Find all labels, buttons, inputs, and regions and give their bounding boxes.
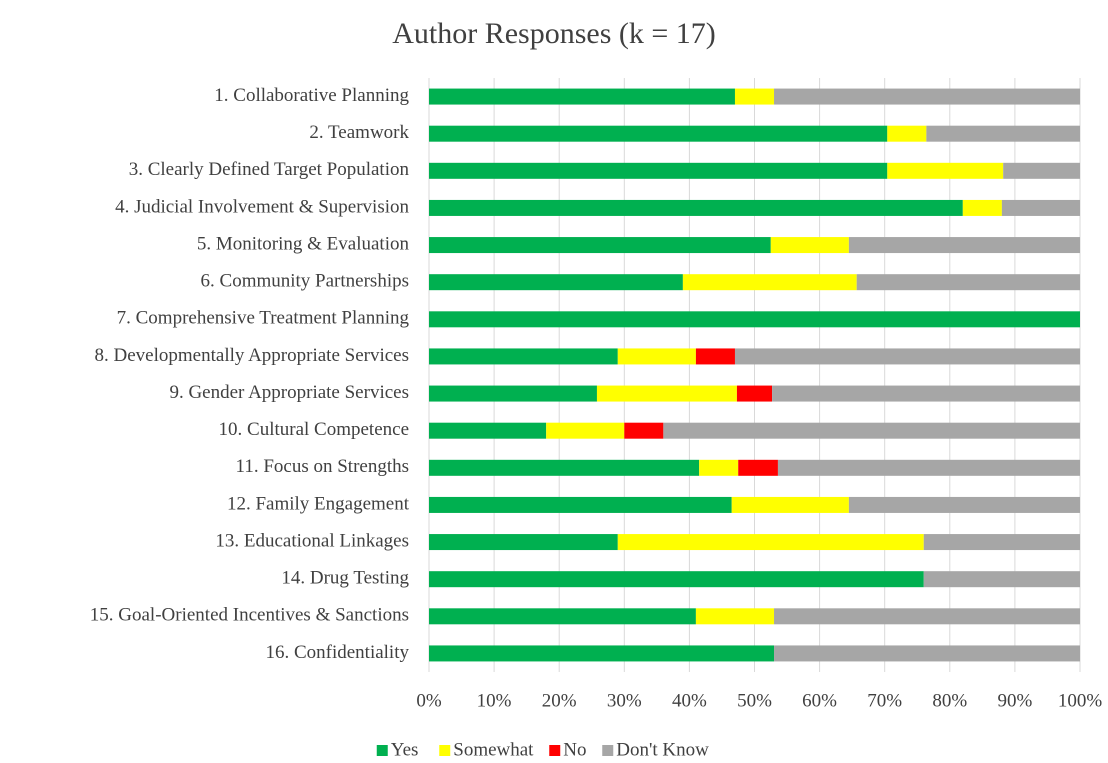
x-tick-label: 50% bbox=[737, 690, 772, 711]
x-tick-label: 20% bbox=[542, 690, 577, 711]
bar-segment bbox=[774, 645, 1080, 662]
bar-segment bbox=[429, 125, 888, 142]
legend-label: No bbox=[563, 739, 586, 760]
legend-swatch bbox=[439, 745, 451, 756]
x-tick-label: 60% bbox=[802, 690, 837, 711]
y-tick-label: 13. Educational Linkages bbox=[215, 530, 409, 551]
y-tick-label: 14. Drug Testing bbox=[281, 568, 409, 589]
y-tick-label: 6. Community Partnerships bbox=[201, 271, 409, 292]
bar-segment bbox=[624, 422, 664, 439]
x-tick-label: 70% bbox=[867, 690, 902, 711]
bar-segment bbox=[429, 199, 963, 216]
bar-segment bbox=[429, 496, 732, 513]
bar-segment bbox=[923, 534, 1080, 551]
bar-segment bbox=[429, 348, 618, 365]
bar-segment bbox=[617, 348, 696, 365]
bar-segment bbox=[429, 608, 696, 625]
bar-segment bbox=[429, 311, 1080, 328]
legend-swatch bbox=[549, 745, 561, 756]
bar-segment bbox=[682, 274, 857, 291]
bar-segment bbox=[856, 274, 1080, 291]
legend-label: Somewhat bbox=[453, 739, 534, 760]
bar-segment bbox=[738, 459, 778, 476]
bar-segment bbox=[429, 534, 618, 551]
bar-segment bbox=[429, 88, 735, 105]
bar-segment bbox=[887, 162, 1004, 179]
bar-segment bbox=[770, 237, 849, 254]
bar-segment bbox=[923, 571, 1080, 588]
x-tick-label: 10% bbox=[477, 690, 512, 711]
bar-segment bbox=[429, 422, 547, 439]
bar-segment bbox=[429, 385, 597, 402]
bar-segment bbox=[774, 608, 1080, 625]
y-tick-label: 15. Goal-Oriented Incentives & Sanctions bbox=[90, 605, 409, 626]
bar-segment bbox=[695, 608, 775, 625]
bar-segment bbox=[887, 125, 927, 142]
legend-label: Yes bbox=[391, 739, 419, 760]
bar-segment bbox=[429, 274, 683, 291]
x-tick-label: 30% bbox=[607, 690, 642, 711]
y-tick-label: 7. Comprehensive Treatment Planning bbox=[117, 308, 410, 329]
bar-segment bbox=[772, 385, 1080, 402]
bar-segment bbox=[848, 237, 1080, 254]
bar-segment bbox=[663, 422, 1080, 439]
bar-segment bbox=[699, 459, 739, 476]
y-tick-label: 1. Collaborative Planning bbox=[214, 85, 409, 106]
bar-segment bbox=[429, 571, 924, 588]
chart-title: Author Responses (k = 17) bbox=[392, 17, 716, 50]
bar-segment bbox=[546, 422, 625, 439]
bar-segment bbox=[429, 645, 775, 662]
y-tick-label: 2. Teamwork bbox=[309, 122, 409, 143]
bar-segment bbox=[777, 459, 1080, 476]
legend-swatch bbox=[376, 745, 388, 756]
y-tick-label: 9. Gender Appropriate Services bbox=[169, 382, 409, 403]
bar-segment bbox=[736, 385, 773, 402]
y-tick-label: 10. Cultural Competence bbox=[219, 419, 409, 440]
bar-segment bbox=[926, 125, 1080, 142]
y-tick-label: 4. Judicial Involvement & Supervision bbox=[115, 196, 409, 217]
y-tick-label: 3. Clearly Defined Target Population bbox=[129, 159, 410, 180]
y-tick-label: 16. Confidentiality bbox=[265, 642, 409, 663]
bar-segment bbox=[429, 162, 888, 179]
bar-segment bbox=[429, 237, 771, 254]
x-tick-label: 80% bbox=[932, 690, 967, 711]
bar-segment bbox=[734, 348, 1080, 365]
bar-segment bbox=[774, 88, 1080, 105]
bar-segment bbox=[596, 385, 737, 402]
x-tick-label: 40% bbox=[672, 690, 707, 711]
bar-segment bbox=[1003, 162, 1080, 179]
x-tick-label: 90% bbox=[997, 690, 1032, 711]
bar-segment bbox=[731, 496, 849, 513]
bar-segment bbox=[1001, 199, 1080, 216]
y-tick-label: 5. Monitoring & Evaluation bbox=[197, 233, 410, 254]
bar-segment bbox=[429, 459, 700, 476]
bar-segment bbox=[962, 199, 1002, 216]
bar-segment bbox=[734, 88, 775, 105]
x-tick-label: 0% bbox=[416, 690, 442, 711]
x-tick-label: 100% bbox=[1058, 690, 1103, 711]
bar-segment bbox=[617, 534, 924, 551]
y-tick-label: 11. Focus on Strengths bbox=[236, 456, 409, 477]
y-tick-label: 8. Developmentally Appropriate Services bbox=[95, 345, 409, 366]
legend-label: Don't Know bbox=[616, 739, 709, 760]
legend-swatch bbox=[602, 745, 614, 756]
bar-segment bbox=[695, 348, 735, 365]
bar-segment bbox=[848, 496, 1080, 513]
y-tick-label: 12. Family Engagement bbox=[227, 493, 410, 514]
